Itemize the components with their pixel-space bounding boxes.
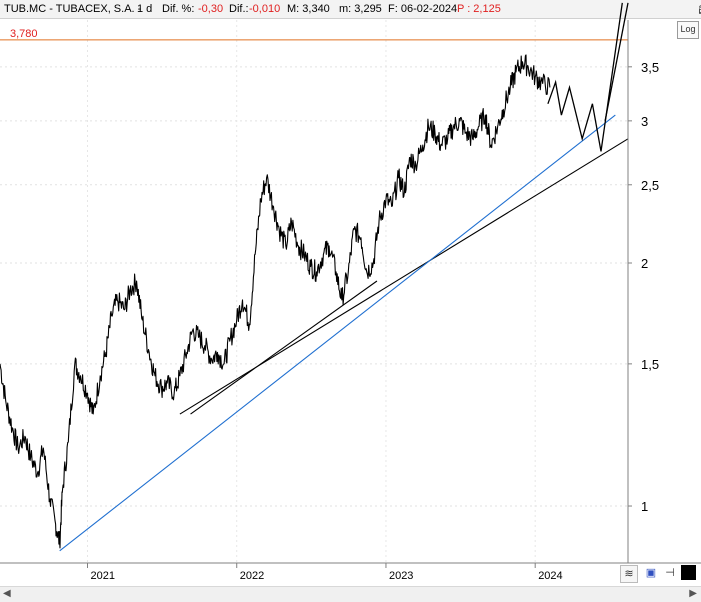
x-tick-label: 2021: [90, 570, 114, 582]
close-button[interactable]: ✕: [697, 5, 701, 18]
dif-pct-value: -0,30: [198, 3, 224, 15]
y-tick-label: 2: [641, 256, 648, 271]
date-label: F: 06-02-2024: [388, 3, 458, 15]
min-label: m: 3,295: [339, 3, 382, 15]
scroll-right-icon[interactable]: ▶: [689, 588, 697, 599]
dif-pct-label: Dif. %:: [162, 3, 195, 15]
save-icon[interactable]: ▣: [645, 567, 657, 579]
max-label: M: 3,340: [287, 3, 330, 15]
chart-grid: [0, 20, 628, 563]
pin-icon[interactable]: ⊣: [665, 567, 675, 579]
x-tick-label: 2023: [389, 570, 413, 582]
dif-label: Dif.:: [229, 3, 249, 15]
minimize-button[interactable]: ▭: [697, 5, 701, 18]
projection-line: [547, 2, 623, 152]
y-tick-label: 1,5: [641, 357, 659, 372]
y-tick-label: 2,5: [641, 178, 659, 193]
zoom-icon[interactable]: ≋: [620, 565, 638, 583]
price-series: [0, 54, 551, 549]
trendlines: [59, 2, 629, 552]
symbol-label: TUB.MC - TUBACEX, S.A. -: [4, 3, 142, 15]
chart-axes: 3,5 3 2,5 2 1,5 1 2021 2022 2023 2024: [0, 20, 701, 582]
price-label: P : 2,125: [457, 3, 501, 15]
price-line: [0, 54, 551, 549]
projection-line: [604, 2, 629, 122]
x-tick-label: 2022: [240, 570, 264, 582]
period-label: 1 d: [137, 3, 153, 15]
scroll-left-icon[interactable]: ◀: [3, 588, 11, 599]
color-swatch-icon[interactable]: [681, 565, 696, 580]
dif-value: -0,010: [249, 3, 281, 15]
trendline: [179, 138, 629, 415]
level-line-label: 3,780: [10, 28, 38, 40]
horizontal-scrollbar[interactable]: ◀ ▶: [0, 586, 701, 602]
x-tick-label: 2024: [538, 570, 562, 582]
log-scale-button[interactable]: Log: [677, 21, 699, 39]
trendline: [59, 114, 616, 552]
trendline: [190, 280, 378, 415]
y-tick-label: 3: [641, 114, 648, 129]
restore-button[interactable]: ❐: [697, 5, 701, 18]
level-line-group: 3,780: [0, 28, 628, 41]
y-tick-label: 3,5: [641, 60, 659, 75]
chart-header: TUB.MC - TUBACEX, S.A. - 1 d Dif. %: -0,…: [0, 0, 701, 19]
y-tick-label: 1: [641, 499, 648, 514]
